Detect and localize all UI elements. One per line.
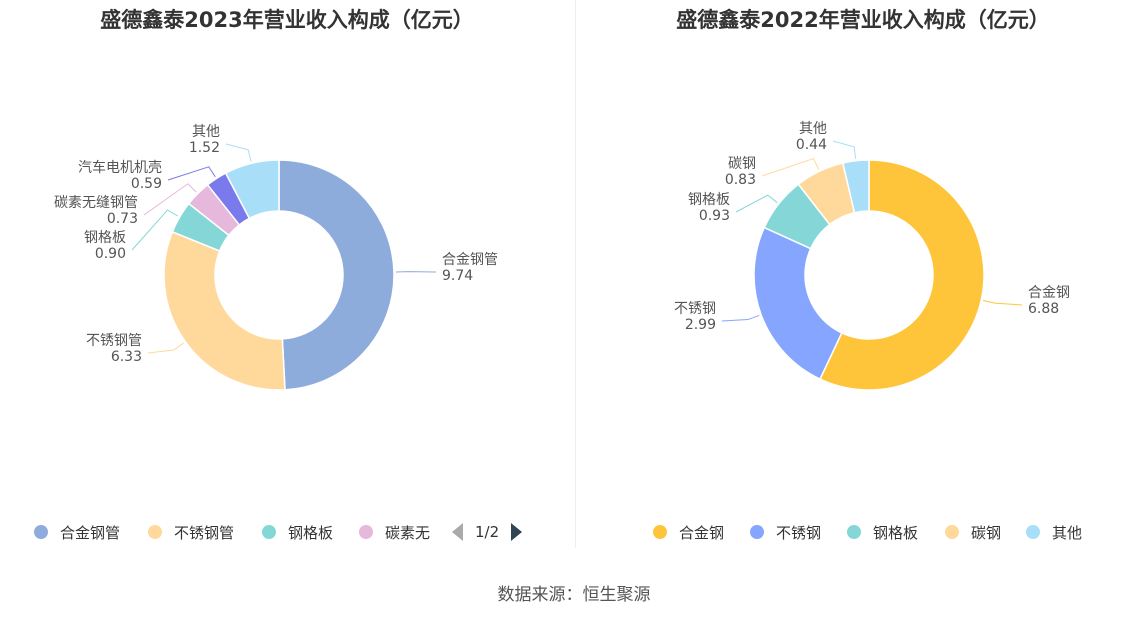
donut-slice[interactable]	[753, 226, 843, 381]
leader-line	[761, 157, 820, 177]
leader-line	[167, 166, 216, 181]
legend: 合金钢 不锈钢 钢格板 碳钢 其他	[576, 518, 1148, 546]
slice-value-label: 0.73	[107, 211, 138, 227]
leader-line	[832, 140, 857, 159]
legend-item-other[interactable]: 其他	[1026, 518, 1082, 546]
chart-panel-2023: 盛德鑫泰2023年营业收入构成（亿元） 合金钢管 9.74 不锈钢管 6.33 钢格板 0…	[0, 0, 574, 560]
leader-line	[143, 183, 197, 216]
legend-swatch	[1026, 525, 1040, 539]
slice-value-label: 6.88	[1028, 301, 1059, 317]
legend: 合金钢管 不锈钢管 钢格板 碳素无 1/2	[0, 518, 574, 546]
slice-value-label: 0.93	[699, 208, 730, 224]
legend-item-alloy[interactable]: 合金钢	[653, 518, 724, 546]
slice-label: 碳素无缝钢管	[54, 195, 138, 211]
legend-item-stainless-pipe[interactable]: 不锈钢管	[148, 518, 234, 546]
slice-value-label: 0.59	[131, 176, 162, 192]
leader-line	[735, 194, 778, 213]
pager-next-icon[interactable]	[511, 523, 523, 541]
legend-item-grating[interactable]: 钢格板	[262, 518, 333, 546]
donut-slice[interactable]	[163, 230, 286, 391]
chart-title: 盛德鑫泰2022年营业收入构成（亿元）	[676, 8, 1050, 32]
slice-value-label: 6.33	[111, 349, 142, 365]
legend-swatch	[148, 525, 162, 539]
legend-label: 碳素无	[385, 523, 431, 542]
donut-slice[interactable]	[224, 159, 280, 220]
slice-label: 其他	[192, 124, 220, 140]
slice-value-label: 0.44	[796, 137, 827, 153]
legend-swatch	[34, 525, 48, 539]
pager-prev-icon[interactable]	[452, 523, 463, 541]
slice-label: 钢格板	[688, 192, 730, 208]
slice-label: 合金钢	[1028, 285, 1070, 301]
legend-swatch	[359, 525, 373, 539]
leader-line	[131, 209, 179, 251]
donut-slice[interactable]	[841, 159, 870, 214]
legend-label: 碳钢	[971, 523, 1002, 542]
legend-item-alloy-pipe[interactable]: 合金钢管	[34, 518, 120, 546]
chart-title: 盛德鑫泰2023年营业收入构成（亿元）	[100, 8, 474, 32]
legend-label: 合金钢	[679, 523, 725, 542]
legend-swatch	[945, 525, 959, 539]
pager-text: 1/2	[475, 523, 500, 541]
legend-label: 不锈钢	[776, 523, 822, 542]
legend-swatch	[653, 525, 667, 539]
legend-pager: 1/2	[452, 518, 523, 546]
slice-label: 钢格板	[84, 230, 126, 246]
legend-item-grating[interactable]: 钢格板	[847, 518, 918, 546]
donut-slice[interactable]	[819, 159, 985, 391]
slice-value-label: 2.99	[685, 317, 716, 333]
chart-panel-2022: 盛德鑫泰2022年营业收入构成（亿元） 合金钢 6.88 不锈钢 2.99 钢格板 0.9…	[576, 0, 1148, 560]
legend-item-carbon[interactable]: 碳钢	[945, 518, 1001, 546]
legend-label: 不锈钢管	[174, 523, 235, 542]
slice-label: 碳钢	[728, 156, 756, 172]
slice-value-label: 9.74	[442, 268, 473, 284]
slice-label: 其他	[799, 121, 827, 137]
legend-label: 钢格板	[288, 523, 334, 542]
slice-value-label: 0.83	[725, 172, 756, 188]
legend-label: 钢格板	[873, 523, 919, 542]
slice-value-label: 0.90	[95, 246, 126, 262]
legend-swatch	[847, 525, 861, 539]
leader-line	[983, 300, 1023, 306]
leader-line	[225, 143, 252, 162]
slice-label: 不锈钢管	[86, 333, 142, 349]
slice-label: 不锈钢	[674, 301, 716, 317]
slice-label: 汽车电机机壳	[78, 159, 162, 176]
donut-slice[interactable]	[278, 159, 395, 391]
legend-item-carbon-seamless[interactable]: 碳素无	[359, 518, 430, 546]
legend-swatch	[750, 525, 764, 539]
legend-label: 合金钢管	[60, 523, 121, 542]
legend-item-stainless[interactable]: 不锈钢	[750, 518, 821, 546]
slice-value-label: 1.52	[189, 140, 220, 156]
panel-divider	[575, 0, 576, 548]
slice-label: 合金钢管	[442, 252, 498, 268]
legend-swatch	[262, 525, 276, 539]
leader-line	[721, 314, 760, 322]
legend-label: 其他	[1052, 523, 1083, 542]
leader-line	[147, 342, 185, 354]
data-source-note: 数据来源：恒生聚源	[497, 585, 651, 605]
